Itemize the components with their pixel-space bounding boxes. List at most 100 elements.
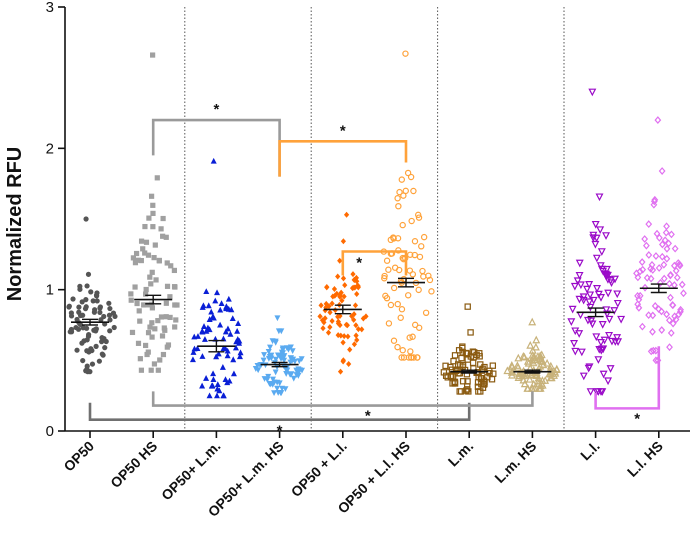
data-point bbox=[137, 318, 143, 324]
data-point bbox=[265, 349, 272, 355]
data-point bbox=[160, 233, 166, 239]
data-point bbox=[360, 315, 366, 322]
data-point bbox=[77, 321, 83, 328]
data-point bbox=[680, 289, 687, 298]
data-point bbox=[295, 370, 302, 377]
data-point bbox=[229, 315, 236, 322]
data-point bbox=[515, 371, 524, 380]
data-point bbox=[350, 271, 356, 278]
data-point bbox=[142, 250, 148, 256]
data-point bbox=[106, 300, 112, 306]
data-point bbox=[225, 305, 232, 312]
data-point bbox=[340, 339, 346, 346]
data-point bbox=[604, 289, 613, 298]
data-point bbox=[335, 332, 341, 339]
data-point bbox=[143, 291, 149, 297]
data-point bbox=[93, 343, 99, 349]
data-point bbox=[399, 221, 406, 229]
data-point bbox=[90, 298, 96, 304]
data-point bbox=[605, 331, 614, 340]
data-point bbox=[351, 316, 357, 323]
data-point bbox=[322, 315, 328, 322]
data-point bbox=[673, 273, 681, 282]
data-point bbox=[267, 381, 274, 388]
data-point bbox=[76, 309, 82, 315]
data-point bbox=[571, 347, 580, 356]
data-point bbox=[408, 217, 415, 225]
data-point bbox=[383, 294, 391, 302]
data-point bbox=[147, 324, 153, 330]
data-point bbox=[235, 320, 242, 326]
data-point bbox=[613, 299, 622, 308]
data-point bbox=[323, 300, 329, 307]
data-point bbox=[145, 302, 151, 308]
data-point bbox=[520, 379, 529, 388]
data-point bbox=[148, 281, 154, 287]
data-point bbox=[97, 305, 103, 311]
data-point bbox=[591, 220, 600, 229]
data-point bbox=[397, 314, 404, 321]
data-point bbox=[576, 281, 585, 290]
data-point bbox=[153, 277, 159, 283]
data-point bbox=[474, 379, 482, 386]
data-point bbox=[420, 233, 428, 241]
data-point bbox=[156, 258, 162, 264]
data-point bbox=[201, 323, 208, 329]
data-point bbox=[148, 367, 154, 373]
data-point bbox=[351, 341, 358, 348]
data-point bbox=[84, 283, 90, 289]
data-point bbox=[575, 330, 584, 338]
data-point bbox=[613, 290, 622, 299]
data-point bbox=[224, 379, 231, 386]
data-point bbox=[140, 246, 146, 252]
data-point bbox=[390, 284, 398, 292]
data-point bbox=[326, 303, 332, 310]
data-point bbox=[613, 334, 622, 342]
data-point bbox=[337, 368, 344, 375]
data-point bbox=[661, 236, 669, 245]
data-point bbox=[319, 317, 326, 324]
data-point bbox=[261, 352, 268, 358]
data-point bbox=[174, 302, 180, 308]
data-point bbox=[298, 367, 305, 374]
y-axis-title: Normalized RFU bbox=[4, 147, 26, 301]
data-point bbox=[407, 173, 415, 181]
data-point bbox=[340, 358, 346, 365]
data-point bbox=[406, 334, 413, 341]
data-point bbox=[150, 202, 156, 208]
data-point bbox=[213, 392, 220, 399]
data-point bbox=[658, 167, 666, 175]
data-point bbox=[643, 273, 651, 282]
data-point bbox=[276, 380, 283, 387]
data-point bbox=[524, 358, 533, 367]
data-point bbox=[79, 299, 85, 305]
data-point bbox=[526, 341, 535, 349]
data-point bbox=[410, 187, 417, 195]
data-point bbox=[408, 354, 415, 361]
data-point bbox=[415, 286, 422, 294]
data-point bbox=[157, 357, 163, 363]
data-point bbox=[254, 362, 261, 369]
data-point bbox=[232, 344, 239, 351]
data-point bbox=[585, 298, 594, 307]
data-point bbox=[320, 325, 326, 332]
data-point bbox=[663, 222, 670, 231]
data-point bbox=[602, 272, 611, 281]
data-point bbox=[398, 354, 405, 361]
data-point bbox=[161, 325, 167, 331]
data-point bbox=[151, 255, 157, 261]
data-point bbox=[420, 273, 427, 280]
data-point bbox=[230, 356, 237, 363]
data-point bbox=[671, 244, 679, 253]
data-point bbox=[282, 366, 289, 372]
data-point bbox=[645, 251, 653, 259]
data-point bbox=[148, 193, 155, 199]
data-point bbox=[130, 255, 137, 261]
data-point bbox=[85, 333, 92, 339]
data-point bbox=[660, 260, 668, 269]
data-point bbox=[398, 176, 406, 183]
data-point bbox=[594, 356, 603, 364]
data-point bbox=[411, 238, 419, 245]
group-separators bbox=[184, 7, 565, 431]
data-point bbox=[74, 347, 80, 353]
